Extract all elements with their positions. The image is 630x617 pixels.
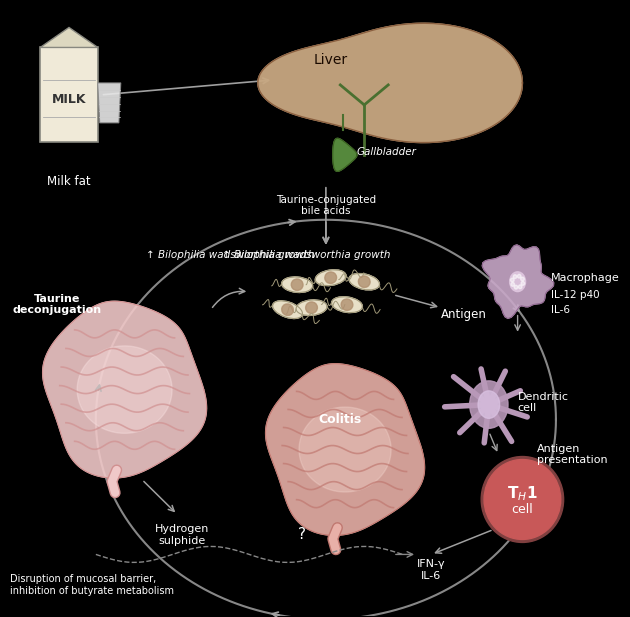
- Ellipse shape: [358, 276, 370, 288]
- Ellipse shape: [291, 279, 303, 291]
- Polygon shape: [43, 301, 207, 478]
- Ellipse shape: [306, 302, 318, 313]
- Ellipse shape: [341, 299, 353, 310]
- Circle shape: [521, 281, 525, 285]
- Ellipse shape: [282, 304, 294, 315]
- Circle shape: [517, 275, 521, 278]
- Bar: [40, 48, 98, 143]
- Text: Antigen: Antigen: [441, 308, 487, 321]
- Polygon shape: [299, 407, 391, 492]
- Circle shape: [518, 285, 522, 289]
- Text: Gallbladder: Gallbladder: [357, 147, 416, 157]
- Polygon shape: [258, 23, 522, 143]
- Polygon shape: [333, 138, 357, 172]
- Ellipse shape: [325, 272, 336, 283]
- Polygon shape: [483, 245, 554, 318]
- Ellipse shape: [470, 381, 508, 428]
- Text: Dendritic
cell: Dendritic cell: [518, 392, 569, 413]
- Text: IL-6: IL-6: [551, 305, 570, 315]
- Text: MILK: MILK: [52, 93, 86, 106]
- Polygon shape: [40, 28, 98, 48]
- Ellipse shape: [273, 301, 302, 318]
- Circle shape: [513, 275, 517, 278]
- Text: Macrophage: Macrophage: [551, 273, 620, 283]
- Circle shape: [520, 277, 524, 281]
- Ellipse shape: [510, 272, 525, 292]
- Text: cell: cell: [512, 503, 533, 516]
- Text: IFN-γ
IL-6: IFN-γ IL-6: [417, 560, 445, 581]
- Ellipse shape: [478, 391, 500, 418]
- Polygon shape: [98, 83, 121, 123]
- Circle shape: [481, 457, 564, 542]
- Text: Antigen
presentation: Antigen presentation: [537, 444, 607, 465]
- Text: IL-12 p40: IL-12 p40: [551, 290, 600, 300]
- Text: Liver: Liver: [314, 53, 348, 67]
- Ellipse shape: [331, 297, 362, 313]
- Circle shape: [484, 460, 561, 539]
- Text: Taurine-conjugated
bile acids: Taurine-conjugated bile acids: [276, 195, 376, 217]
- Polygon shape: [77, 346, 172, 433]
- Text: Taurine
deconjugation: Taurine deconjugation: [13, 294, 102, 315]
- Ellipse shape: [316, 270, 346, 286]
- Text: Milk fat: Milk fat: [47, 175, 91, 188]
- Text: Colitis: Colitis: [319, 413, 362, 426]
- Circle shape: [514, 285, 518, 289]
- Ellipse shape: [296, 300, 327, 315]
- Text: ?: ?: [298, 528, 306, 542]
- Text: ↑ Bilophilia wadsworthia growth: ↑ Bilophilia wadsworthia growth: [146, 250, 314, 260]
- Text: T$_H$1: T$_H$1: [507, 484, 537, 503]
- Circle shape: [511, 283, 515, 286]
- Ellipse shape: [282, 277, 312, 292]
- Text: ↑ Bilophilia wadsworthia growth: ↑ Bilophilia wadsworthia growth: [222, 250, 391, 260]
- Ellipse shape: [349, 273, 379, 290]
- Text: Hydrogen
sulphide: Hydrogen sulphide: [155, 524, 209, 546]
- Text: Disruption of mucosal barrier,
inhibition of butyrate metabolism: Disruption of mucosal barrier, inhibitio…: [9, 574, 174, 596]
- Circle shape: [510, 278, 514, 282]
- Polygon shape: [266, 364, 425, 536]
